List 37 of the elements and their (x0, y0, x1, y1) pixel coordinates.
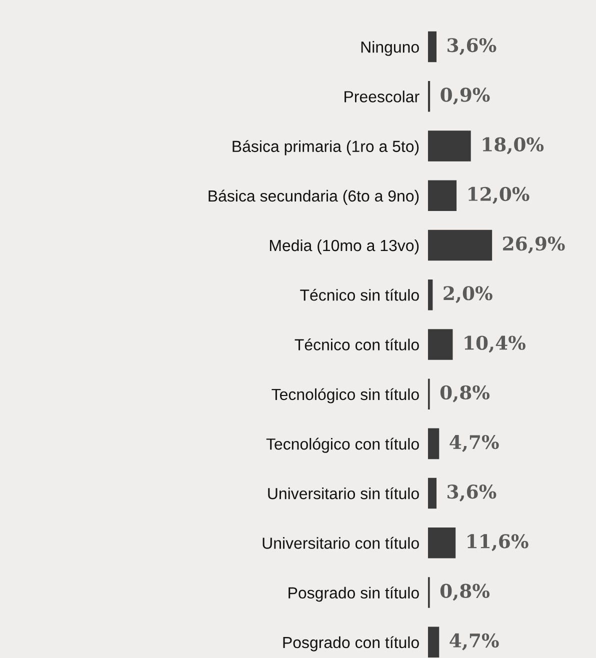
bar (428, 230, 492, 261)
data-label: 4,7% (450, 633, 499, 650)
data-label: 3,6% (448, 38, 496, 56)
y-tick-label: Posgrado con título (283, 636, 419, 652)
bar (428, 130, 471, 162)
data-label: 3,6% (448, 484, 496, 502)
y-tick-label: Básica primaria (1ro a 5to) (232, 140, 419, 156)
data-label: 0,8% (440, 584, 490, 601)
bar (428, 180, 457, 212)
data-label: 0,8% (440, 385, 490, 402)
bar (428, 279, 433, 310)
y-tick-label: Básica secundaria (6to a 9no) (208, 190, 419, 205)
y-tick-label: Universitario con título (262, 536, 419, 549)
y-tick-label: Preescolar (344, 90, 420, 102)
y-tick-label: Ninguno (361, 41, 419, 56)
bar (428, 478, 437, 509)
y-tick-label: Técnico con título (294, 338, 419, 350)
data-label: 18,0% (482, 137, 544, 154)
bar (428, 81, 430, 112)
bar (428, 428, 440, 460)
data-label: 10,4% (464, 336, 526, 353)
y-tick-label: Tecnológico con título (266, 438, 419, 453)
y-tick-label: Tecnológico sin título (272, 388, 419, 404)
bar (428, 329, 453, 360)
y-tick-label: Posgrado sin título (288, 586, 419, 602)
data-label: 26,9% (503, 236, 565, 254)
bar (428, 31, 437, 62)
bar (428, 626, 440, 658)
data-label: 4,7% (450, 434, 499, 452)
data-label: 11,6% (468, 534, 528, 552)
data-label: 12,0% (468, 186, 530, 204)
y-tick-label: Técnico sin título (300, 288, 419, 301)
data-label: 0,9% (440, 88, 490, 105)
bar (428, 528, 456, 558)
y-tick-label: Universitario sin título (268, 487, 419, 500)
y-tick-label: Media (10mo a 13vo) (270, 239, 419, 254)
data-label: 2,0% (444, 286, 492, 304)
